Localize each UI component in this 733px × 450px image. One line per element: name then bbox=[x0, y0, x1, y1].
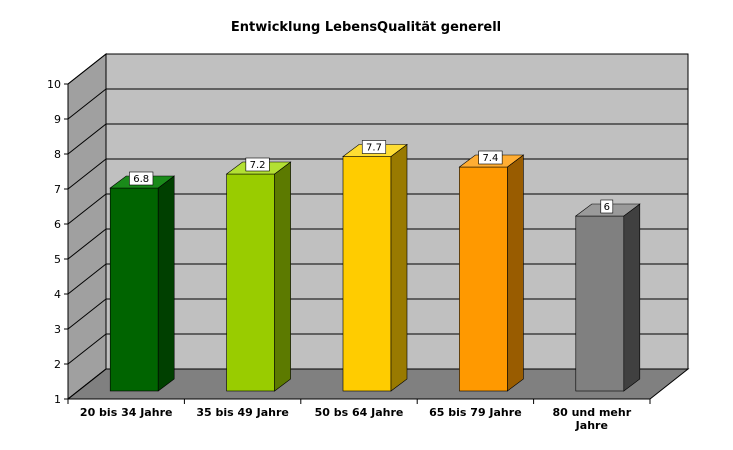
gridline-side bbox=[67, 88, 107, 120]
y-tick-label: 8 bbox=[54, 148, 61, 161]
data-label: 7.4 bbox=[482, 153, 498, 164]
bar-side bbox=[623, 203, 641, 392]
bar-side bbox=[157, 175, 175, 392]
y-tick-label: 2 bbox=[54, 358, 61, 371]
y-tick-label: 7 bbox=[54, 183, 61, 196]
y-tick-label: 5 bbox=[54, 253, 61, 266]
data-label-box bbox=[129, 171, 154, 186]
y-tick-label: 6 bbox=[54, 218, 61, 231]
bar-front bbox=[109, 187, 159, 392]
side-wall bbox=[67, 52, 107, 401]
gridline-side bbox=[67, 368, 107, 400]
bar-front bbox=[459, 166, 508, 392]
bar-side bbox=[390, 143, 408, 392]
x-tick-label: Jahre bbox=[575, 419, 608, 432]
y-tick-label: 4 bbox=[54, 288, 61, 301]
bar-side bbox=[507, 154, 524, 392]
bar-front bbox=[226, 173, 275, 392]
bar-front bbox=[575, 215, 625, 392]
data-label: 6.8 bbox=[133, 174, 149, 185]
chart-title: Entwicklung LebensQualität generell bbox=[231, 20, 501, 35]
gridline-side bbox=[67, 158, 107, 190]
gridline-side bbox=[67, 298, 107, 330]
gridline-side bbox=[67, 263, 107, 295]
gridline-side bbox=[67, 333, 107, 365]
y-tick-label: 10 bbox=[47, 78, 61, 91]
data-label-box bbox=[600, 199, 614, 214]
x-tick-label: 65 bis 79 Jahre bbox=[429, 406, 522, 419]
data-label: 7.7 bbox=[366, 143, 382, 154]
gridline-side bbox=[67, 53, 107, 85]
gridline-side bbox=[67, 228, 107, 260]
data-label: 6 bbox=[604, 202, 610, 213]
x-tick-label: 35 bis 49 Jahre bbox=[196, 406, 289, 419]
gridline-side bbox=[67, 193, 107, 225]
y-tick-label: 1 bbox=[54, 393, 61, 406]
x-tick-label: 50 bs 64 Jahre bbox=[315, 406, 404, 419]
x-tick-label: 80 und mehr bbox=[552, 406, 631, 419]
x-tick-label: 20 bis 34 Jahre bbox=[80, 406, 173, 419]
gridline-side bbox=[67, 123, 107, 155]
data-label-box bbox=[361, 140, 387, 154]
y-tick-label: 9 bbox=[54, 113, 61, 126]
data-label: 7.2 bbox=[250, 160, 266, 171]
bar-side bbox=[274, 161, 291, 392]
y-tick-label: 3 bbox=[54, 323, 61, 336]
bar-front bbox=[342, 156, 392, 392]
data-label-box bbox=[245, 157, 270, 172]
data-label-box bbox=[478, 150, 503, 165]
